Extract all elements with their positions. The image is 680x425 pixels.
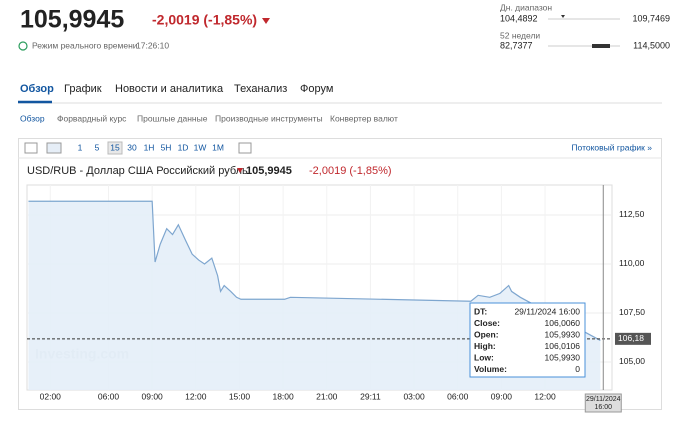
tooltip-key: Open:: [474, 329, 499, 339]
subtabs: Обзор Форвардный курс Прошлые данные Произв…: [20, 113, 398, 123]
tooltip-value: 106,0106: [545, 341, 581, 351]
y-tick-label: 105,00: [619, 356, 645, 366]
chart-price: 105,9945: [246, 165, 292, 177]
range-label: Дн. диапазон: [500, 2, 552, 12]
interval[interactable]: 1M: [212, 142, 224, 152]
range-marker: [561, 15, 565, 18]
subtab[interactable]: Конвертер валют: [330, 113, 398, 123]
interval[interactable]: 1H: [144, 142, 155, 152]
down-arrow: [262, 18, 270, 24]
interval[interactable]: 15: [110, 142, 120, 152]
indicators-icon[interactable]: [238, 142, 252, 154]
interval-selected: [107, 141, 123, 155]
interval[interactable]: 5: [95, 142, 100, 152]
tooltip-value: 105,9930: [545, 329, 581, 339]
interval[interactable]: 1: [78, 142, 83, 152]
chart-title: USD/RUB - Доллар США Российский рубль: [27, 165, 248, 177]
interval[interactable]: 30: [127, 142, 137, 152]
stream-link[interactable]: Потоковый график »: [571, 142, 652, 152]
line: [28, 200, 601, 341]
week-label: 52 недели: [500, 30, 540, 40]
x-tick-label: 02:00: [40, 391, 62, 401]
plot: 105,00 107,50 110,00 112,50 02:00 06:00 09:00 1…: [26, 184, 651, 413]
time: 17:26:10: [136, 40, 169, 50]
x-tick-label: 21:00: [316, 391, 338, 401]
interval[interactable]: 1D: [178, 142, 189, 152]
tab[interactable]: Обзор: [20, 83, 54, 95]
x-tick-label: 18:00: [272, 391, 294, 401]
week-low: 82,7377: [500, 40, 533, 50]
tooltip: [469, 302, 586, 378]
interval[interactable]: 1W: [194, 142, 207, 152]
x-tick-label: 15:00: [229, 391, 251, 401]
week-high: 114,5000: [633, 40, 670, 50]
y-tick-label: 110,00: [619, 258, 645, 268]
x-crosshair-label: 29/11/2024 16:00: [586, 396, 621, 411]
subtab[interactable]: Прошлые данные: [137, 113, 208, 123]
subtab[interactable]: Форвардный курс: [57, 113, 127, 123]
range-high: 109,7469: [632, 13, 670, 23]
tooltip-value: 0: [575, 364, 580, 374]
interval[interactable]: 5H: [161, 142, 172, 152]
y-tick-label: 107,50: [619, 307, 645, 317]
x-tick-label: 29:11: [360, 391, 381, 401]
tab[interactable]: Новости и аналитика: [115, 83, 224, 95]
header: 105,9945 -2,0019 (-1,85%) Режим реальног…: [18, 2, 670, 51]
tooltip-value: 106,0060: [545, 318, 581, 328]
area-icon[interactable]: [46, 142, 62, 154]
week-marker: [592, 44, 610, 48]
down-arrow: [237, 168, 243, 173]
tab[interactable]: График: [64, 83, 102, 95]
tooltip-value: 105,9930: [545, 352, 581, 362]
candles-icon[interactable]: [24, 142, 38, 154]
x-tick-label: 06:00: [447, 391, 469, 401]
y-crosshair-label: 106,18: [618, 333, 644, 343]
x-crosshair-box: [584, 393, 622, 413]
chart-change: -2,0019 (-1,85%): [309, 165, 392, 177]
tooltip-value: 29/11/2024 16:00: [514, 306, 580, 316]
separator: ·: [128, 40, 131, 50]
x-tick-label: 12:00: [534, 391, 556, 401]
toolbar: 1 5 15 30 1H 5H 1D 1W 1M: [78, 141, 224, 155]
tooltip-key: DT:: [474, 306, 487, 316]
range-low: 104,4892: [500, 13, 538, 23]
x-tick-label: 06:00: [98, 391, 120, 401]
x-tick-label: 09:00: [142, 391, 164, 401]
subtab[interactable]: Производные инструменты: [215, 113, 323, 123]
chart-panel: [18, 138, 662, 410]
change: -2,0019 (-1,85%): [152, 12, 257, 28]
tooltip-key: Volume:: [474, 364, 507, 374]
y-crosshair-box: [615, 332, 651, 345]
tab[interactable]: Теханализ: [234, 83, 287, 95]
tabs: Обзор График Новости и аналитика Теханализ Ф…: [20, 83, 333, 95]
tooltip-key: Close:: [474, 318, 500, 328]
clock-icon: [18, 41, 28, 51]
x-tick-label: 09:00: [491, 391, 513, 401]
subtab[interactable]: Обзор: [20, 113, 45, 123]
x-tick-label: 12:00: [185, 391, 207, 401]
y-tick-label: 112,50: [619, 209, 645, 219]
status: Режим реального времени: [32, 40, 138, 50]
tooltip-key: High:: [474, 341, 496, 351]
area: [28, 201, 601, 390]
tooltip-key: Low:: [474, 352, 494, 362]
price: 105,9945: [20, 6, 124, 34]
tab[interactable]: Форум: [300, 83, 333, 95]
x-tick-label: 03:00: [403, 391, 425, 401]
